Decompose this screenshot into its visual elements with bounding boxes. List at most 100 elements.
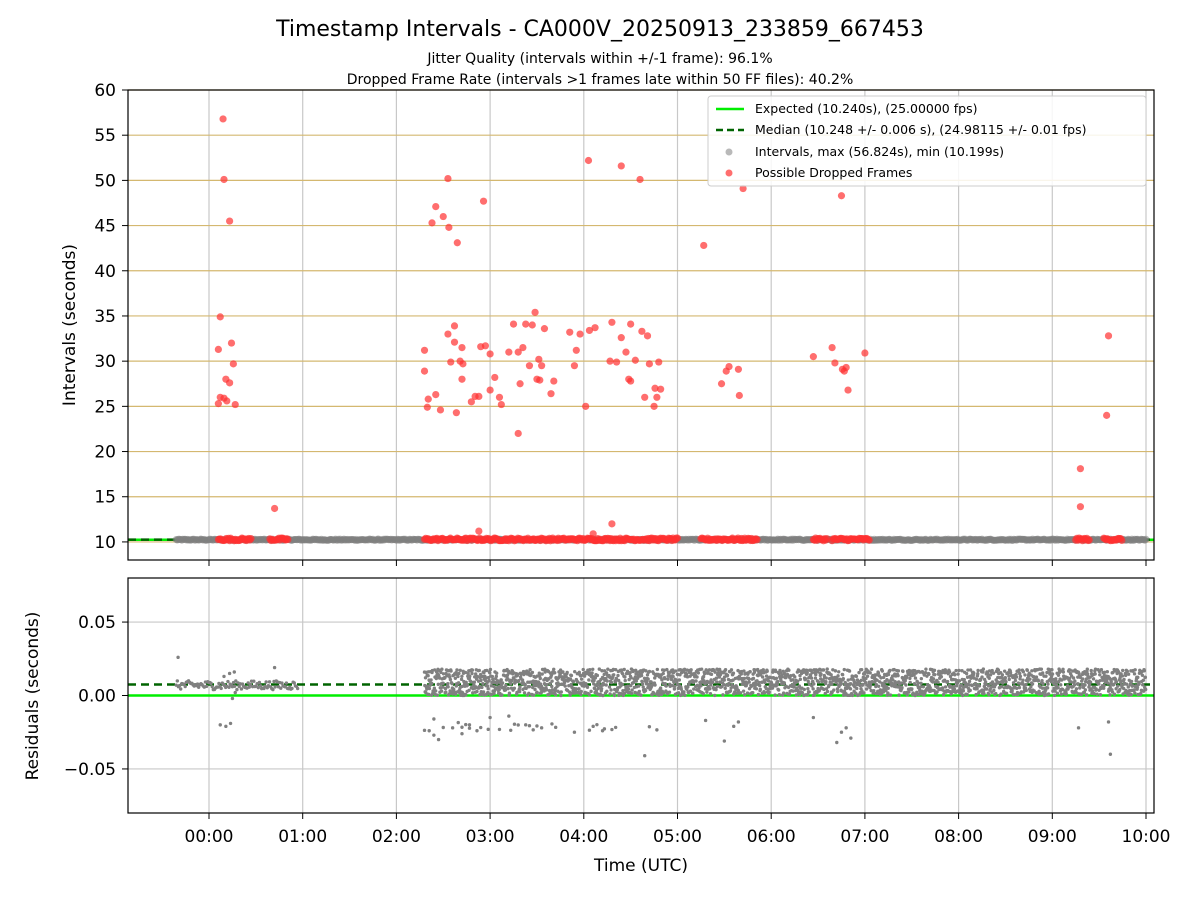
residual-point — [608, 692, 612, 696]
residual-point — [1108, 752, 1113, 756]
residual-point — [935, 690, 939, 694]
residual-point — [702, 672, 707, 676]
intervals-y-tick-label: 50 — [94, 171, 116, 191]
residual-point — [512, 686, 517, 690]
residual-point — [916, 681, 920, 685]
residual-point — [968, 668, 973, 672]
dropped-frame-point — [842, 363, 850, 372]
residual-point — [960, 669, 964, 673]
residual-point — [460, 691, 465, 695]
residual-point — [233, 690, 237, 695]
residual-point — [232, 670, 236, 674]
intervals-y-tick-label: 45 — [94, 217, 116, 237]
residual-point — [798, 677, 803, 682]
residual-point — [695, 675, 699, 679]
residual-point — [479, 678, 483, 683]
residual-point — [1016, 691, 1020, 695]
residual-point — [908, 680, 912, 685]
residual-point — [481, 690, 486, 694]
residual-point — [486, 687, 490, 691]
residual-point — [970, 683, 974, 688]
residual-point — [787, 692, 792, 696]
residual-point — [812, 682, 816, 686]
residual-point — [714, 687, 718, 692]
residual-point — [974, 692, 978, 697]
residual-point — [1102, 684, 1106, 688]
residual-point — [235, 687, 239, 692]
residual-point — [539, 726, 544, 730]
residual-point — [646, 677, 650, 681]
residual-point — [504, 683, 508, 688]
residual-point — [553, 671, 557, 675]
residual-point — [715, 680, 719, 684]
residual-point — [553, 725, 558, 730]
residual-point — [441, 681, 445, 685]
residual-point — [1069, 680, 1073, 684]
residual-point — [490, 674, 495, 679]
dropped-frame-point — [536, 376, 544, 384]
residual-point — [941, 692, 946, 697]
residual-point — [896, 673, 900, 678]
dropped-frame-point — [452, 409, 460, 417]
residual-point — [653, 683, 657, 687]
residual-point — [928, 686, 932, 690]
residual-point — [904, 675, 909, 679]
residual-point — [227, 685, 231, 689]
residual-point — [1004, 691, 1009, 696]
residual-point — [516, 723, 520, 727]
residual-point — [423, 676, 428, 680]
residual-point — [676, 691, 681, 695]
residual-point — [548, 681, 552, 686]
residual-point — [877, 684, 881, 688]
dropped-frame-point — [627, 320, 635, 328]
residual-point — [1034, 675, 1039, 679]
residual-point — [767, 690, 771, 694]
intervals-y-tick-label: 20 — [94, 443, 116, 463]
residual-point — [577, 687, 581, 691]
residual-point — [729, 686, 733, 690]
residual-point — [933, 672, 937, 677]
residual-point — [811, 687, 815, 691]
residual-point — [1131, 684, 1135, 688]
x-tick-label: 00:00 — [185, 827, 234, 847]
residual-point — [696, 671, 701, 675]
residual-point — [550, 684, 554, 689]
residual-point — [561, 670, 565, 674]
residual-point — [961, 689, 966, 693]
dropped-frame-point — [514, 429, 522, 438]
dropped-frame-point — [582, 402, 590, 410]
residual-point — [453, 692, 458, 697]
residual-point — [703, 718, 708, 723]
residual-point — [936, 685, 940, 689]
residual-point — [1076, 682, 1080, 686]
residual-point — [1028, 677, 1032, 681]
residual-point — [875, 678, 879, 682]
residual-point — [506, 677, 510, 681]
residual-point — [1118, 687, 1122, 692]
residual-point — [487, 678, 491, 683]
residual-point — [722, 739, 727, 743]
residual-point — [500, 693, 504, 697]
dropped-frame-point — [651, 384, 659, 392]
dropped-frame-point — [444, 174, 452, 183]
residual-point — [1132, 672, 1137, 676]
residual-point — [1097, 682, 1101, 686]
residual-point — [1021, 678, 1025, 682]
residual-point — [563, 684, 567, 688]
dropped-frame-point — [584, 156, 593, 165]
residuals-points — [174, 655, 1148, 758]
residual-point — [177, 683, 182, 688]
residual-point — [460, 725, 464, 729]
residual-point — [987, 693, 991, 697]
residual-point — [450, 681, 454, 686]
residual-point — [1041, 681, 1045, 686]
residual-point — [830, 682, 834, 686]
residual-point — [232, 684, 237, 688]
dropped-frame-point — [519, 343, 527, 352]
residual-point — [717, 667, 722, 672]
residual-point — [915, 690, 919, 695]
residual-point — [880, 669, 885, 673]
residual-point — [831, 668, 835, 672]
dropped-frame-point — [591, 324, 599, 332]
dropped-frame-point — [479, 197, 488, 205]
